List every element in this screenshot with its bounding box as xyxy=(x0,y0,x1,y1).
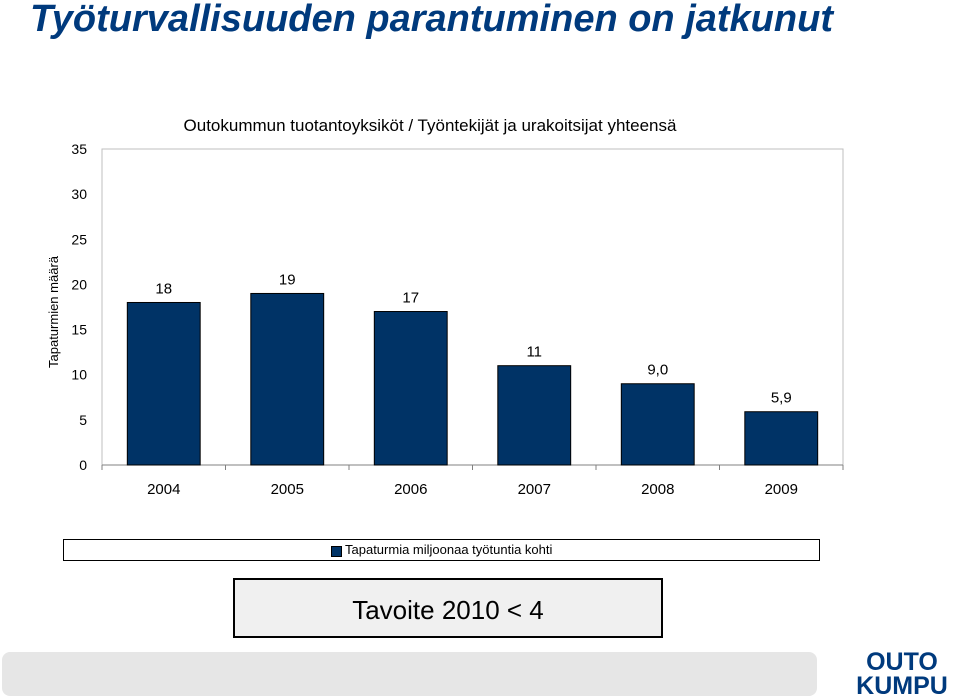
plot-frame xyxy=(101,148,844,466)
y-tick-label: 15 xyxy=(71,322,87,338)
y-tick-label: 30 xyxy=(71,186,87,202)
x-tick-label: 2004 xyxy=(147,481,180,498)
data-label: 17 xyxy=(402,290,419,307)
y-tick-label: 0 xyxy=(79,457,87,473)
legend-swatch xyxy=(331,546,342,557)
bar xyxy=(250,292,325,466)
y-tick-label: 20 xyxy=(71,276,87,292)
company-logo: OUTO KUMPU xyxy=(856,648,948,696)
y-tick-label: 5 xyxy=(79,412,87,428)
bar xyxy=(373,311,448,466)
bar xyxy=(497,365,572,466)
x-tick-label: 2007 xyxy=(518,481,551,498)
chart-title: Outokummun tuotantoyksiköt / Työntekijät… xyxy=(184,116,677,135)
y-tick-label: 35 xyxy=(71,141,87,157)
bar-chart: Outokummun tuotantoyksiköt / Työntekijät… xyxy=(46,116,844,498)
logo-line-2: KUMPU xyxy=(856,672,948,696)
data-label: 19 xyxy=(279,271,296,288)
data-label: 5,9 xyxy=(771,390,792,407)
legend-label: Tapaturmia miljoonaa työtuntia kohti xyxy=(345,542,553,557)
y-axis-label: Tapaturmien määrä xyxy=(46,255,61,368)
page-title: Työturvallisuuden parantuminen on jatkun… xyxy=(30,0,833,40)
logo-line-1: OUTO xyxy=(866,648,938,676)
legend: Tapaturmia miljoonaa työtuntia kohti xyxy=(63,539,820,561)
y-tick-label: 25 xyxy=(71,231,87,247)
bar xyxy=(744,411,819,466)
y-tick-label: 10 xyxy=(71,367,87,383)
data-label: 9,0 xyxy=(647,362,668,379)
x-tick-label: 2005 xyxy=(271,481,304,498)
data-label: 11 xyxy=(526,344,542,361)
x-tick-label: 2009 xyxy=(765,481,798,498)
footer-bar xyxy=(2,652,817,696)
goal-box: Tavoite 2010 < 4 xyxy=(233,578,663,638)
bar xyxy=(620,383,695,466)
bar xyxy=(126,301,201,466)
data-label: 18 xyxy=(155,280,172,297)
goal-text: Tavoite 2010 < 4 xyxy=(352,595,544,625)
x-tick-label: 2006 xyxy=(394,481,427,498)
x-tick-label: 2008 xyxy=(641,481,674,498)
